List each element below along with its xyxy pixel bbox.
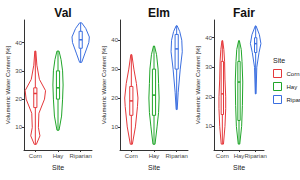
svg-text:20: 20 [205, 94, 212, 100]
svg-text:Riparian: Riparian [287, 97, 300, 103]
svg-text:Site: Site [52, 164, 64, 171]
svg-text:Site: Site [233, 164, 245, 171]
svg-text:Fair: Fair [233, 6, 255, 20]
svg-text:20: 20 [15, 96, 22, 102]
svg-text:Volumetric Water Content [%]: Volumetric Water Content [%] [5, 45, 11, 124]
svg-text:30: 30 [15, 68, 22, 74]
svg-text:10: 10 [15, 124, 22, 130]
svg-text:40: 40 [111, 37, 118, 43]
svg-text:20: 20 [111, 95, 118, 101]
svg-text:30: 30 [111, 66, 118, 72]
svg-text:Volumetric Water Content [%]: Volumetric Water Content [%] [101, 45, 107, 124]
svg-text:Riparian: Riparian [69, 153, 91, 159]
svg-text:40: 40 [205, 35, 212, 41]
svg-text:Site: Site [273, 57, 285, 64]
svg-text:Hay: Hay [149, 153, 160, 159]
svg-text:Val: Val [54, 6, 71, 20]
svg-text:30: 30 [205, 64, 212, 70]
svg-text:Riparian: Riparian [165, 153, 187, 159]
svg-text:40: 40 [15, 40, 22, 46]
svg-text:Elm: Elm [148, 6, 170, 20]
svg-text:Corn: Corn [287, 71, 300, 77]
svg-text:Corn: Corn [216, 153, 229, 159]
svg-text:10: 10 [205, 123, 212, 129]
svg-text:10: 10 [111, 124, 118, 130]
svg-text:Hay: Hay [53, 153, 64, 159]
svg-text:Corn: Corn [29, 153, 42, 159]
svg-text:Hay: Hay [287, 84, 298, 90]
svg-text:Volumetric Water Content [%]: Volumetric Water Content [%] [195, 45, 201, 124]
svg-text:Site: Site [148, 164, 160, 171]
svg-text:Corn: Corn [125, 153, 138, 159]
svg-text:Riparian: Riparian [244, 153, 266, 159]
svg-text:Hay: Hay [234, 153, 245, 159]
